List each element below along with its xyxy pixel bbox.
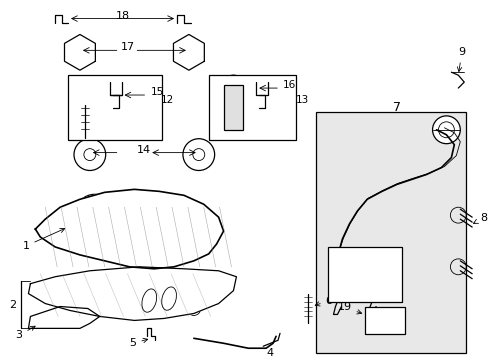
Bar: [208, 75, 295, 140]
Text: 16: 16: [283, 80, 296, 90]
Text: 19: 19: [337, 302, 361, 314]
Bar: [327, 247, 401, 302]
Text: 13: 13: [295, 95, 308, 105]
Bar: [365, 306, 404, 334]
Polygon shape: [28, 306, 100, 328]
Bar: [223, 85, 243, 130]
Polygon shape: [173, 35, 204, 70]
Text: 3: 3: [16, 326, 35, 340]
Polygon shape: [64, 35, 95, 70]
Circle shape: [223, 75, 243, 95]
Circle shape: [432, 116, 459, 144]
Text: 12: 12: [161, 95, 174, 105]
Text: 8: 8: [472, 213, 486, 224]
Text: 17: 17: [120, 42, 134, 52]
Bar: [315, 112, 465, 353]
Text: 4: 4: [266, 348, 273, 358]
Text: 15: 15: [151, 87, 164, 97]
Polygon shape: [35, 189, 223, 269]
Text: 1: 1: [22, 228, 64, 251]
Text: 10: 10: [339, 271, 352, 281]
Text: 6: 6: [315, 296, 332, 306]
Polygon shape: [28, 267, 236, 320]
Text: 9: 9: [456, 47, 465, 72]
Text: 2: 2: [9, 300, 16, 310]
Text: 18: 18: [115, 10, 129, 21]
Text: 14: 14: [137, 145, 151, 155]
Text: 7: 7: [392, 102, 400, 114]
Text: 11: 11: [333, 257, 346, 267]
Bar: [68, 75, 162, 140]
Text: 5: 5: [129, 338, 147, 348]
